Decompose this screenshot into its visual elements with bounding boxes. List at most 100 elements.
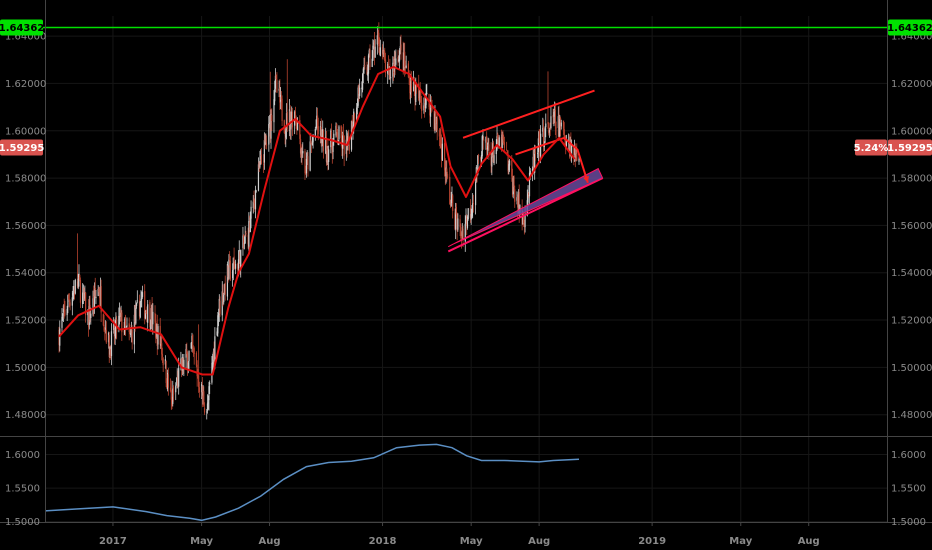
candle-body	[222, 291, 224, 302]
y-tick-label-right: 1.56000	[891, 221, 932, 232]
candle-body	[151, 306, 153, 326]
candle-body	[121, 312, 123, 333]
candle-body	[198, 387, 200, 392]
candle-body	[373, 42, 375, 45]
moving-average-line	[58, 65, 576, 376]
candle-body	[87, 308, 90, 328]
candle-body	[186, 352, 189, 369]
candle-body	[71, 297, 73, 306]
candle-body	[178, 368, 180, 387]
candle-body	[423, 105, 425, 111]
candle-body	[73, 289, 76, 296]
x-tick-label: 2017	[99, 536, 127, 547]
candle-body	[306, 156, 308, 158]
candle-body	[554, 111, 556, 115]
candle-body	[99, 291, 101, 299]
candle-body	[198, 375, 200, 388]
candle-body	[92, 298, 94, 315]
x-tick-label: May	[460, 536, 483, 547]
candle-body	[78, 273, 80, 277]
candle-body	[538, 136, 540, 138]
candle-body	[164, 359, 166, 365]
candle-body	[154, 312, 156, 323]
resistance-tag-left: 1.64362	[0, 23, 44, 34]
candle-body	[201, 385, 203, 398]
candle-body	[280, 96, 282, 100]
candle-body	[150, 308, 152, 326]
indicator-tick-label-left: 1.5500	[5, 484, 40, 495]
candle-body	[361, 87, 363, 90]
candle-body	[197, 375, 199, 377]
candle-body	[145, 311, 147, 314]
candle-body	[248, 222, 251, 231]
candle-body	[548, 130, 551, 133]
projection-path[interactable]	[515, 136, 589, 184]
candle-body	[260, 155, 262, 160]
candle-body	[549, 128, 551, 129]
candle-body	[93, 296, 95, 308]
candle-body	[290, 120, 292, 130]
candle-body	[326, 150, 328, 163]
candle-body	[353, 113, 356, 122]
candle-body	[486, 147, 489, 150]
candle-body	[537, 138, 539, 153]
candle-body	[455, 206, 457, 215]
candle-body	[304, 151, 306, 174]
candle-body	[446, 174, 449, 178]
candle-body	[516, 197, 518, 201]
candle-body	[523, 216, 525, 224]
support-channel[interactable]	[448, 167, 604, 248]
candle-body	[578, 158, 580, 162]
candle-body	[506, 149, 508, 151]
candle-body	[322, 130, 325, 152]
candle-body	[364, 65, 366, 67]
candle-body	[140, 298, 142, 302]
trendline[interactable]	[462, 89, 595, 139]
candle-body	[180, 358, 182, 368]
candle-body	[357, 87, 359, 106]
y-tick-label-left: 1.64000	[5, 32, 46, 43]
candle-body	[200, 384, 203, 393]
candle-body	[144, 311, 147, 319]
candle-body	[418, 83, 420, 100]
candle-body	[223, 294, 225, 303]
candle-body	[415, 84, 417, 102]
candle-body	[455, 208, 457, 230]
candle-body	[395, 58, 397, 65]
candle-body	[301, 146, 303, 156]
candle-body	[166, 382, 168, 389]
candle-body	[300, 148, 302, 155]
y-tick-label-left: 1.60000	[5, 126, 46, 137]
candle-body	[192, 348, 195, 350]
y-tick-label-right: 1.52000	[891, 316, 932, 327]
candle-body	[185, 348, 187, 358]
candle-body	[302, 151, 304, 154]
candle-body	[280, 94, 282, 102]
trendline[interactable]	[447, 177, 604, 253]
candle-body	[253, 199, 255, 203]
candle-body	[441, 143, 443, 161]
last-price-tag-left: 1.59295	[0, 143, 44, 154]
indicator-line	[44, 443, 580, 522]
candle-body	[268, 122, 271, 127]
candle-body	[321, 135, 323, 144]
candle-body	[219, 300, 221, 314]
candle-body	[309, 141, 311, 171]
candle-body	[456, 213, 458, 231]
candle-body	[242, 235, 244, 248]
candle-body	[245, 232, 247, 235]
candle-body	[83, 287, 85, 299]
candle-body	[421, 102, 423, 111]
candle-body	[120, 313, 122, 317]
candle-body	[260, 154, 263, 164]
candle-body	[524, 214, 526, 228]
candle-body	[400, 44, 402, 51]
candle-body	[336, 132, 339, 142]
candle-body	[258, 162, 260, 169]
candle-body	[554, 109, 556, 126]
candle-body	[68, 295, 70, 300]
candle-body	[351, 119, 353, 131]
